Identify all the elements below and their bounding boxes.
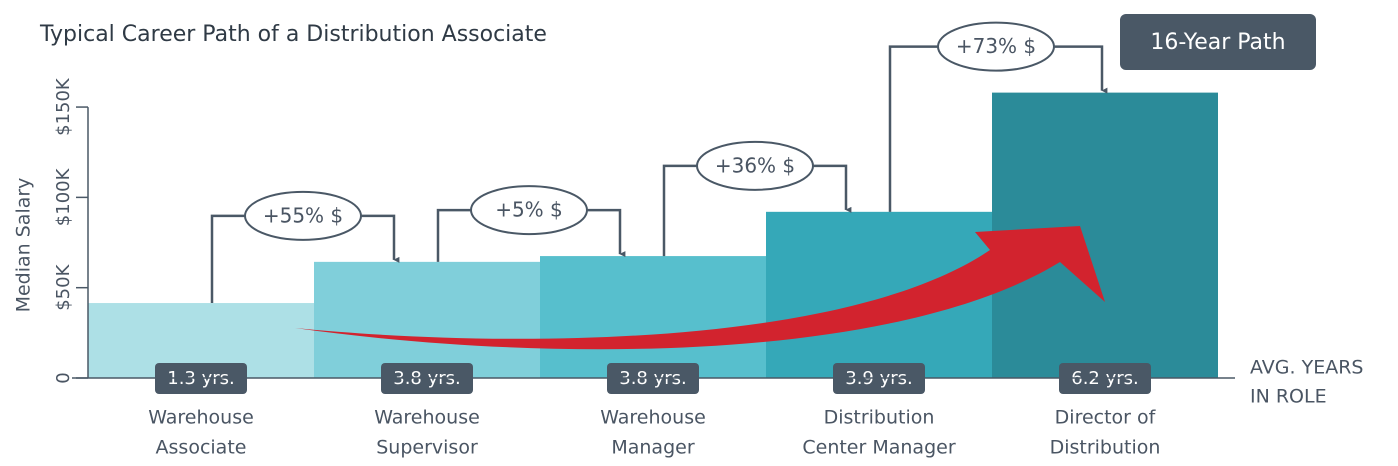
x-tick-label: Warehouse — [600, 407, 706, 429]
bar — [314, 261, 540, 378]
y-tick-label: $50K — [53, 263, 74, 310]
y-tick-label: $100K — [53, 167, 74, 226]
x-tick-label: Center Manager — [802, 437, 955, 459]
x-tick-label: Distribution — [1050, 437, 1161, 459]
y-tick-label: $150K — [53, 77, 74, 136]
years-axis-label: IN ROLE — [1250, 386, 1327, 408]
x-tick-label: Manager — [611, 437, 694, 459]
x-tick-label: Director of — [1055, 407, 1157, 429]
increase-bubble — [470, 185, 588, 236]
increase-bubble — [696, 140, 814, 191]
increase-label: +73% $ — [956, 34, 1036, 58]
x-tick-label: Warehouse — [148, 407, 254, 429]
chart-title: Typical Career Path of a Distribution As… — [39, 22, 547, 47]
x-tick-label: Warehouse — [374, 407, 480, 429]
increase-bubble — [244, 190, 362, 241]
path-badge-label: 16-Year Path — [1150, 30, 1285, 55]
growth-arrow — [295, 226, 1105, 350]
increase-label: +55% $ — [263, 203, 343, 227]
y-axis-label: Median Salary — [13, 178, 35, 313]
increase-label: +5% $ — [495, 198, 563, 222]
x-tick-label: Associate — [156, 437, 247, 459]
bar — [540, 256, 766, 378]
x-tick-label: Supervisor — [376, 437, 478, 459]
y-tick-label: 0 — [53, 372, 74, 383]
increase-bubble — [937, 21, 1055, 72]
increase-label: +36% $ — [715, 153, 795, 177]
years-axis-label: AVG. YEARS — [1250, 357, 1363, 379]
path-badge — [1120, 14, 1316, 70]
x-tick-label: Distribution — [824, 407, 935, 429]
